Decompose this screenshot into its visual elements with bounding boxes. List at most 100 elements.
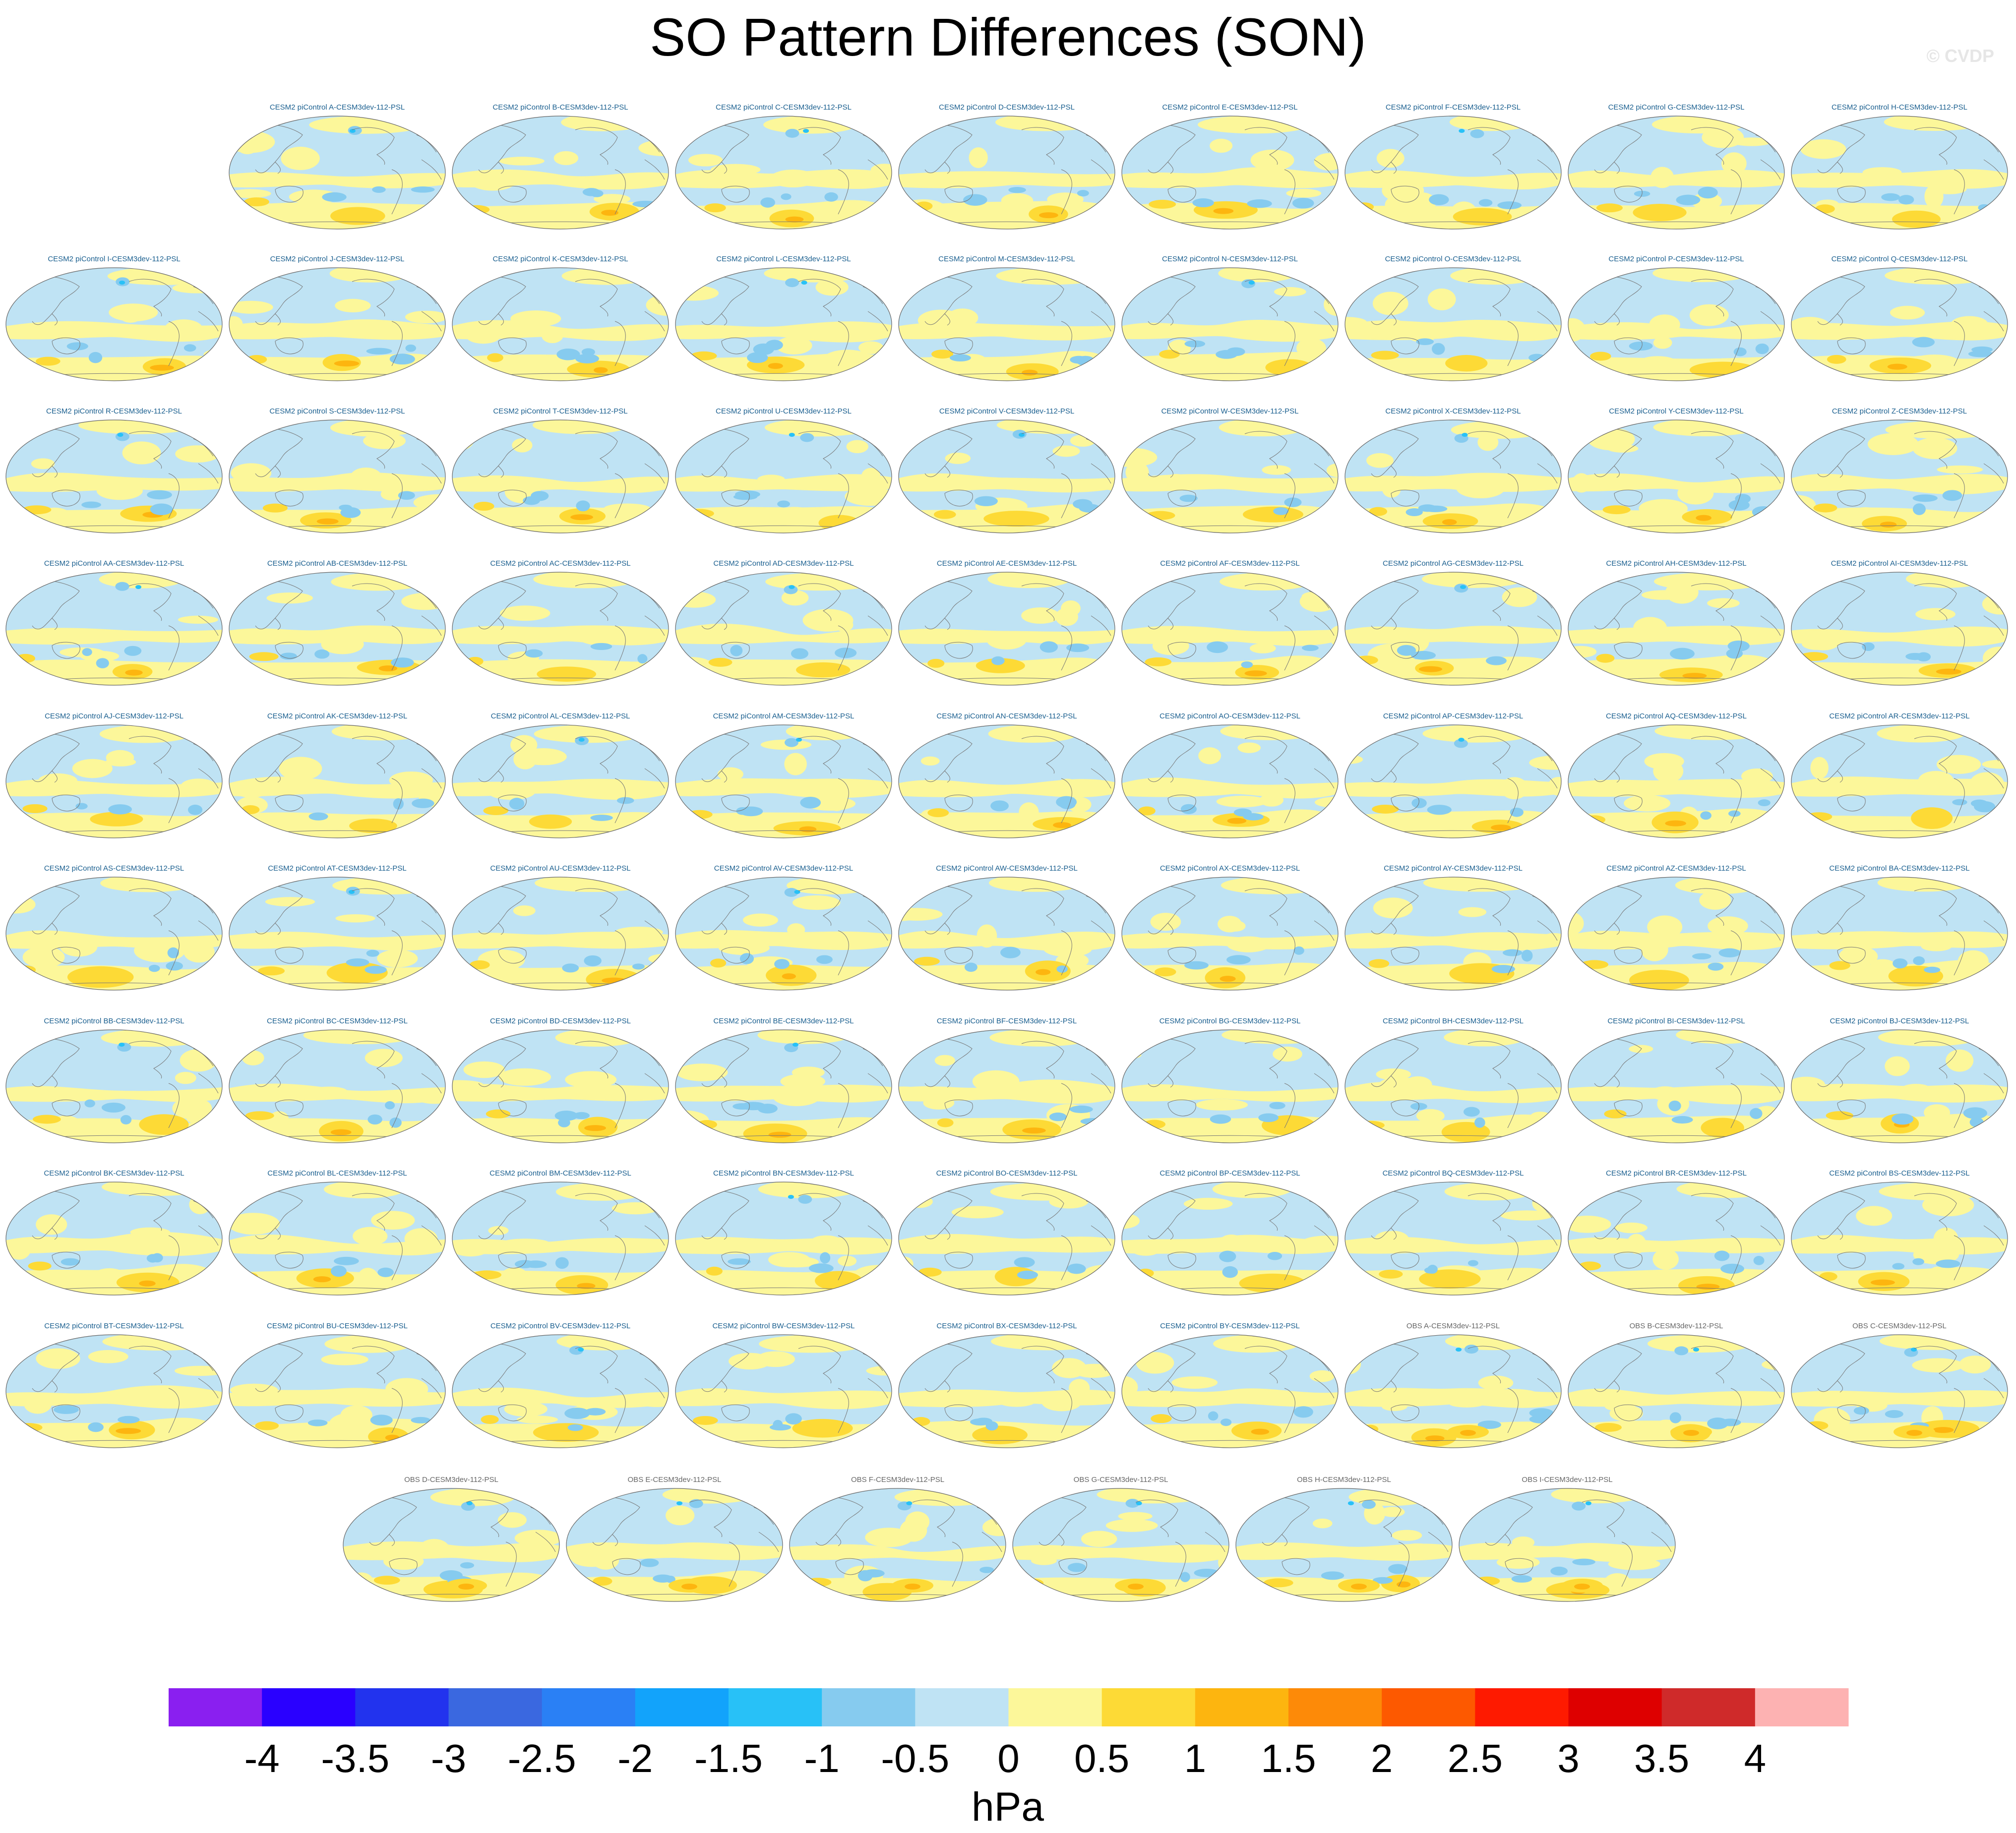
panel-title: CESM2 piControl J-CESM3dev-112-PSL [270,255,405,263]
map-panel: CESM2 piControl BD-CESM3dev-112-PSL [451,1017,670,1145]
robinson-map [343,1488,560,1602]
robinson-map [1568,419,1785,533]
colorbar-tick-label: -1.5 [694,1736,763,1780]
panel-title: OBS E-CESM3dev-112-PSL [627,1476,722,1484]
colorbar-swatch [635,1688,729,1726]
panel-title: CESM2 piControl BY-CESM3dev-112-PSL [1160,1322,1300,1330]
panel-title: CESM2 piControl G-CESM3dev-112-PSL [1608,103,1745,112]
map-panel: CESM2 piControl AL-CESM3dev-112-PSL [451,712,670,840]
panel-title: CESM2 piControl AX-CESM3dev-112-PSL [1160,864,1300,873]
robinson-map [452,1029,669,1143]
robinson-map [1344,267,1562,381]
panel-title: OBS G-CESM3dev-112-PSL [1073,1476,1168,1484]
panel-title: CESM2 piControl AJ-CESM3dev-112-PSL [45,712,183,720]
colorbar-tick-label: 1.5 [1261,1736,1316,1780]
map-panel: CESM2 piControl F-CESM3dev-112-PSL [1344,103,1562,231]
panel-title: CESM2 piControl AP-CESM3dev-112-PSL [1383,712,1524,720]
panel-title: CESM2 piControl B-CESM3dev-112-PSL [492,103,628,112]
map-panel: CESM2 piControl W-CESM3dev-112-PSL [1121,407,1339,535]
robinson-map [1344,1029,1562,1143]
panel-title: CESM2 piControl E-CESM3dev-112-PSL [1162,103,1298,112]
map-panel: CESM2 piControl BK-CESM3dev-112-PSL [5,1169,223,1297]
map-panel: OBS A-CESM3dev-112-PSL [1344,1322,1562,1450]
map-panel: CESM2 piControl M-CESM3dev-112-PSL [898,255,1116,383]
map-panel-grid: CESM2 piControl A-CESM3dev-112-PSL CESM2 … [5,103,2009,1603]
map-panel: CESM2 piControl E-CESM3dev-112-PSL [1121,103,1339,231]
panel-title: CESM2 piControl N-CESM3dev-112-PSL [1162,255,1298,263]
colorbar-tick-label: 1 [1184,1736,1207,1780]
map-panel: CESM2 piControl P-CESM3dev-112-PSL [1567,255,1785,383]
robinson-map [229,267,446,381]
robinson-map [675,419,892,533]
map-panel: CESM2 piControl Z-CESM3dev-112-PSL [1790,407,2009,535]
panel-title: OBS I-CESM3dev-112-PSL [1522,1476,1613,1484]
panel-title: CESM2 piControl C-CESM3dev-112-PSL [716,103,852,112]
map-panel: CESM2 piControl BL-CESM3dev-112-PSL [228,1169,446,1297]
panel-title: CESM2 piControl BI-CESM3dev-112-PSL [1607,1017,1745,1025]
panel-title: CESM2 piControl AO-CESM3dev-112-PSL [1159,712,1300,720]
robinson-map [1121,877,1339,991]
robinson-map [1568,1334,1785,1448]
panel-title: CESM2 piControl Y-CESM3dev-112-PSL [1609,407,1744,415]
map-panel: OBS G-CESM3dev-112-PSL [1012,1476,1230,1603]
robinson-map [229,572,446,686]
robinson-map [1121,572,1339,686]
panel-title: CESM2 piControl A-CESM3dev-112-PSL [269,103,405,112]
panel-title: CESM2 piControl V-CESM3dev-112-PSL [939,407,1075,415]
panel-title: CESM2 piControl M-CESM3dev-112-PSL [938,255,1075,263]
robinson-map [1568,724,1785,838]
map-panel: CESM2 piControl AE-CESM3dev-112-PSL [898,559,1116,687]
map-panel: CESM2 piControl AG-CESM3dev-112-PSL [1344,559,1562,687]
robinson-map [1791,267,2008,381]
map-panel: CESM2 piControl BM-CESM3dev-112-PSL [451,1169,670,1297]
map-panel: CESM2 piControl J-CESM3dev-112-PSL [228,255,446,383]
panel-title: CESM2 piControl BG-CESM3dev-112-PSL [1159,1017,1301,1025]
panel-title: OBS C-CESM3dev-112-PSL [1852,1322,1947,1330]
robinson-map [452,877,669,991]
map-panel: CESM2 piControl U-CESM3dev-112-PSL [674,407,893,535]
panel-title: CESM2 piControl S-CESM3dev-112-PSL [269,407,405,415]
panel-title: OBS H-CESM3dev-112-PSL [1297,1476,1391,1484]
panel-title: CESM2 piControl BA-CESM3dev-112-PSL [1829,864,1970,873]
robinson-map [452,1334,669,1448]
robinson-map [1791,877,2008,991]
robinson-map [1791,1334,2008,1448]
map-panel: CESM2 piControl BQ-CESM3dev-112-PSL [1344,1169,1562,1297]
robinson-map [1568,267,1785,381]
colorbar-swatch [1568,1688,1662,1726]
robinson-map [5,1334,223,1448]
map-panel: CESM2 piControl X-CESM3dev-112-PSL [1344,407,1562,535]
robinson-map [1568,572,1785,686]
robinson-map [229,724,446,838]
robinson-map [229,116,446,230]
map-panel: CESM2 piControl AN-CESM3dev-112-PSL [898,712,1116,840]
colorbar-swatch [1755,1688,1849,1726]
map-panel: CESM2 piControl BY-CESM3dev-112-PSL [1121,1322,1339,1450]
map-panel: CESM2 piControl H-CESM3dev-112-PSL [1790,103,2009,231]
chart-title: SO Pattern Differences (SON) [650,7,1366,67]
robinson-map [1344,877,1562,991]
map-panel: CESM2 piControl BI-CESM3dev-112-PSL [1567,1017,1785,1145]
robinson-map [675,877,892,991]
panel-title: CESM2 piControl AR-CESM3dev-112-PSL [1829,712,1970,720]
panel-title: OBS F-CESM3dev-112-PSL [851,1476,945,1484]
colorbar-swatch [1008,1688,1102,1726]
panel-title: CESM2 piControl AB-CESM3dev-112-PSL [267,559,408,568]
colorbar-swatch [355,1688,449,1726]
panel-title: CESM2 piControl AE-CESM3dev-112-PSL [936,559,1077,568]
colorbar-tick-label: -3.5 [321,1736,389,1780]
colorbar-tick-label: 0.5 [1074,1736,1129,1780]
panel-title: CESM2 piControl AU-CESM3dev-112-PSL [490,864,631,873]
robinson-map [898,267,1115,381]
panel-title: CESM2 piControl AM-CESM3dev-112-PSL [713,712,855,720]
map-panel: CESM2 piControl BG-CESM3dev-112-PSL [1121,1017,1339,1145]
panel-title: CESM2 piControl AG-CESM3dev-112-PSL [1382,559,1524,568]
panel-title: CESM2 piControl AY-CESM3dev-112-PSL [1384,864,1523,873]
map-panel: CESM2 piControl AS-CESM3dev-112-PSL [5,864,223,992]
robinson-map [1121,1182,1339,1296]
robinson-map [229,1182,446,1296]
panel-title: OBS A-CESM3dev-112-PSL [1406,1322,1500,1330]
panel-title: CESM2 piControl AK-CESM3dev-112-PSL [267,712,408,720]
map-panel: CESM2 piControl AZ-CESM3dev-112-PSL [1567,864,1785,992]
panel-title: CESM2 piControl I-CESM3dev-112-PSL [48,255,181,263]
